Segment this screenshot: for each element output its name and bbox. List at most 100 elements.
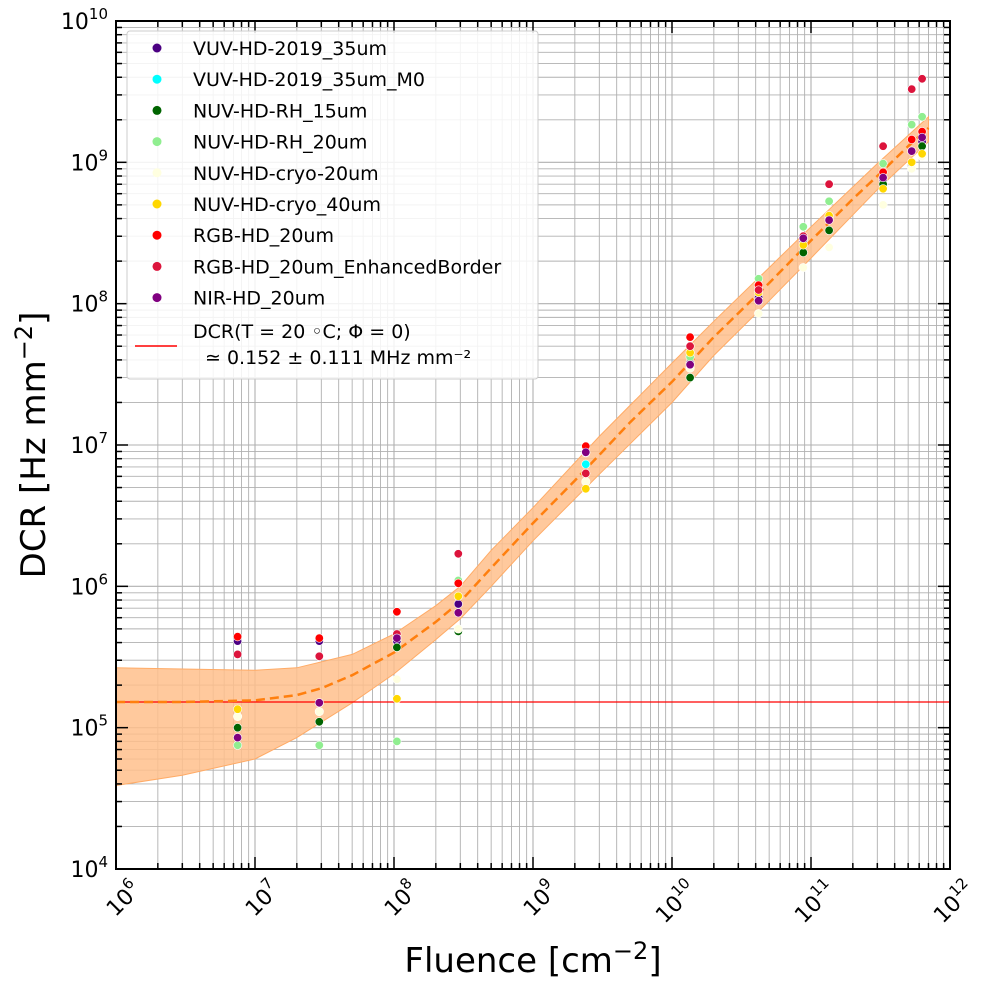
legend-marker <box>152 293 162 303</box>
data-point <box>581 468 591 478</box>
data-point <box>233 723 243 733</box>
x-tick-label: 1012 <box>926 874 981 929</box>
data-point <box>233 649 243 659</box>
data-point <box>824 215 834 225</box>
legend-label: NUV-HD-cryo-20um <box>193 163 379 185</box>
data-point <box>581 484 591 494</box>
data-point <box>453 624 463 634</box>
data-point <box>453 599 463 609</box>
x-tick-label: 108 <box>376 874 424 922</box>
data-point <box>917 132 927 142</box>
y-tick-label: 106 <box>70 570 108 600</box>
legend-label: NUV-HD-cryo_40um <box>193 194 381 216</box>
series-vuv-hd-2019-35um-m0 <box>581 459 591 469</box>
data-point <box>907 120 917 130</box>
data-point <box>453 549 463 559</box>
series-rgb-hd-20um-enhancedborder <box>233 74 927 661</box>
data-point <box>798 263 808 273</box>
legend-marker <box>152 168 162 178</box>
x-axis-label: Fluence [cm−2] <box>404 937 661 981</box>
data-point <box>917 74 927 84</box>
data-point <box>824 225 834 235</box>
x-tick-label: 1010 <box>648 874 703 929</box>
data-point <box>754 309 764 319</box>
axis-ticks <box>115 20 951 870</box>
data-point <box>314 633 324 643</box>
legend: VUV-HD-2019_35um VUV-HD-2019_35um_M0 NUV-H… <box>126 30 539 380</box>
legend-box <box>126 30 539 380</box>
data-point <box>824 242 834 252</box>
data-point <box>878 200 888 210</box>
data-points <box>233 74 927 750</box>
fit-uncertainty-band <box>115 115 929 787</box>
legend-marker <box>152 105 162 115</box>
data-point <box>907 135 917 145</box>
fit-band-layer <box>115 115 929 787</box>
legend-marker <box>152 74 162 84</box>
data-point <box>314 717 324 727</box>
legend-label: RGB-HD_20um_EnhancedBorder <box>193 256 501 278</box>
legend-label: NIR-HD_20um <box>193 288 325 310</box>
data-point <box>878 184 888 194</box>
legend-marker <box>152 199 162 209</box>
x-tick-label: 106 <box>98 874 146 922</box>
data-point <box>685 373 695 383</box>
legend-marker <box>152 43 162 53</box>
data-point <box>878 159 888 169</box>
data-point <box>581 459 591 469</box>
data-point <box>878 141 888 151</box>
legend-marker <box>152 261 162 271</box>
y-tick-label: 109 <box>70 146 108 176</box>
data-point <box>392 633 402 643</box>
data-point <box>453 591 463 601</box>
legend-label: RGB-HD_20um <box>193 225 334 247</box>
y-tick-label: 108 <box>70 288 108 318</box>
data-point <box>392 694 402 704</box>
data-point <box>824 196 834 206</box>
series-nir-hd-20um <box>233 132 927 743</box>
y-tick-label: 107 <box>70 429 108 459</box>
data-point <box>917 149 927 159</box>
legend-label: VUV-HD-2019_35um <box>193 38 387 60</box>
data-point <box>453 608 463 618</box>
data-point <box>233 704 243 714</box>
data-point <box>907 157 917 167</box>
data-point <box>824 179 834 189</box>
legend-baseline-value: ≃ 0.152 ± 0.111 MHz mm⁻² <box>205 347 471 369</box>
y-tick-label: 104 <box>70 853 108 883</box>
legend-label: VUV-HD-2019_35um_M0 <box>193 69 425 91</box>
data-point <box>754 296 764 306</box>
data-point <box>233 733 243 743</box>
data-point <box>878 173 888 183</box>
x-tick-label: 109 <box>515 874 563 922</box>
data-point <box>907 146 917 156</box>
data-point <box>685 332 695 342</box>
data-point <box>798 248 808 258</box>
data-point <box>798 222 808 232</box>
y-tick-label: 1010 <box>61 5 108 35</box>
data-point <box>392 642 402 652</box>
data-point <box>392 674 402 684</box>
x-tick-label: 107 <box>237 874 285 922</box>
legend-label: NUV-HD-RH_20um <box>193 132 367 154</box>
data-point <box>685 360 695 370</box>
data-point <box>453 578 463 588</box>
x-tick-label: 1011 <box>787 874 842 929</box>
data-point <box>314 651 324 661</box>
data-point <box>917 141 927 151</box>
y-tick-labels: 104 105 106 107 108 109 1010 <box>61 5 108 883</box>
data-point <box>314 698 324 708</box>
data-point <box>392 736 402 746</box>
data-point <box>392 607 402 617</box>
y-tick-label: 105 <box>70 712 108 742</box>
data-point <box>581 447 591 457</box>
data-point <box>314 707 324 717</box>
data-point <box>917 112 927 122</box>
legend-marker <box>152 137 162 147</box>
data-point <box>314 740 324 750</box>
legend-baseline-label: DCR(T = 20 ◦C; Φ = 0) <box>193 321 411 343</box>
data-point <box>685 341 695 351</box>
y-axis-label: DCR [Hz mm−2] <box>10 312 54 579</box>
data-point <box>233 740 243 750</box>
legend-label: NUV-HD-RH_15um <box>193 100 367 122</box>
